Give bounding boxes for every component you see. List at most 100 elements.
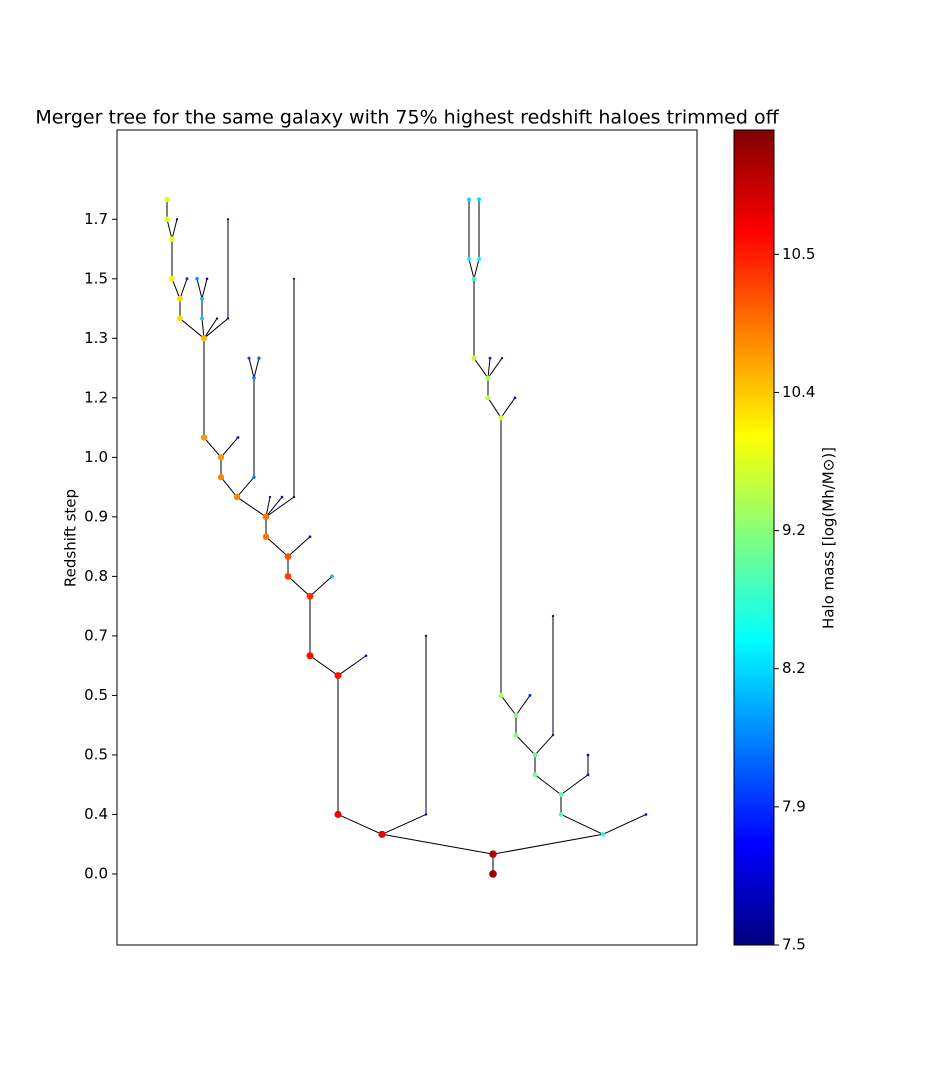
- halo: [471, 355, 477, 361]
- halo: [164, 216, 170, 222]
- branch: [265, 536, 289, 557]
- branch: [166, 219, 173, 240]
- halo: [164, 196, 170, 203]
- halo: [284, 573, 292, 580]
- branch: [487, 358, 491, 379]
- branches: [166, 199, 647, 874]
- halo: [558, 792, 564, 797]
- halo: [306, 592, 314, 600]
- branch: [337, 814, 383, 835]
- branch: [534, 734, 554, 756]
- y-axis-label: Redshift step: [62, 489, 80, 587]
- halo: [195, 277, 199, 281]
- chart-title: Merger tree for the same galaxy with 75%…: [35, 107, 779, 129]
- branch: [309, 655, 339, 676]
- halo: [169, 275, 175, 282]
- halo: [498, 414, 504, 421]
- branch: [309, 576, 333, 597]
- halo: [306, 652, 314, 660]
- halo: [485, 395, 491, 401]
- halo: [200, 316, 204, 321]
- branch: [337, 655, 367, 676]
- branch: [201, 278, 208, 299]
- halo: [528, 693, 532, 697]
- halo: [292, 277, 296, 280]
- branch: [534, 774, 562, 796]
- branch: [381, 814, 427, 835]
- colorbar-tick-label: 8.2: [782, 659, 806, 677]
- branch: [287, 536, 311, 557]
- halo: [200, 335, 208, 342]
- y-tick-label: 0.8: [84, 567, 108, 585]
- y-tick-label: 1.7: [84, 210, 108, 228]
- halo: [284, 553, 292, 560]
- halo: [364, 654, 368, 658]
- halo: [334, 810, 342, 819]
- halo: [330, 574, 334, 579]
- branch: [196, 278, 203, 299]
- halo: [257, 356, 261, 360]
- y-tick-label: 0.4: [84, 805, 108, 823]
- halo: [177, 295, 183, 302]
- branch: [492, 833, 604, 855]
- halo: [252, 475, 256, 479]
- branch: [201, 318, 205, 339]
- colorbar-tick-label: 10.5: [782, 245, 815, 263]
- halo: [489, 850, 497, 858]
- plot-frame: [116, 129, 698, 946]
- branch: [220, 437, 239, 458]
- branch: [248, 358, 255, 379]
- halo: [644, 813, 648, 816]
- y-tick-label: 1.2: [84, 388, 108, 406]
- branch: [236, 496, 267, 518]
- halo: [551, 614, 555, 618]
- halo: [558, 812, 564, 817]
- halo: [586, 753, 590, 757]
- y-tick-label: 0.5: [84, 686, 108, 704]
- branch: [473, 357, 489, 379]
- halo: [217, 454, 225, 461]
- branch: [287, 576, 311, 597]
- halo: [467, 197, 471, 202]
- halo: [200, 296, 204, 301]
- branch: [265, 496, 283, 518]
- branch: [265, 496, 295, 518]
- y-tick-label: 1.3: [84, 329, 108, 347]
- halo: [466, 256, 472, 262]
- y-tick-label: 0.0: [84, 864, 108, 882]
- y-tick-label: 0.7: [84, 626, 108, 644]
- halo: [226, 317, 230, 320]
- halo: [500, 356, 504, 360]
- halo: [532, 772, 538, 778]
- halo: [292, 495, 296, 499]
- branch: [171, 219, 178, 240]
- halo: [488, 356, 492, 360]
- halo: [268, 495, 272, 499]
- halo: [424, 813, 428, 816]
- branch: [515, 695, 531, 716]
- halo: [169, 236, 175, 242]
- halo: [586, 773, 590, 777]
- y-tick-label: 0.9: [84, 507, 108, 525]
- halo: [205, 277, 209, 281]
- branch: [487, 397, 502, 418]
- branch: [515, 734, 536, 756]
- branch: [560, 814, 604, 835]
- branch: [602, 814, 647, 835]
- colorbar: [733, 129, 775, 946]
- halo: [233, 493, 241, 501]
- branch: [203, 318, 218, 339]
- branch: [381, 833, 494, 855]
- halo: [471, 276, 477, 281]
- halo: [485, 375, 491, 381]
- halo: [252, 376, 256, 380]
- halo: [513, 396, 517, 400]
- halo: [200, 434, 208, 441]
- branch: [203, 437, 222, 458]
- branch: [473, 258, 480, 279]
- branch: [560, 774, 589, 796]
- branch: [220, 476, 238, 498]
- colorbar-tick-label: 9.2: [782, 521, 806, 539]
- halo: [378, 830, 386, 838]
